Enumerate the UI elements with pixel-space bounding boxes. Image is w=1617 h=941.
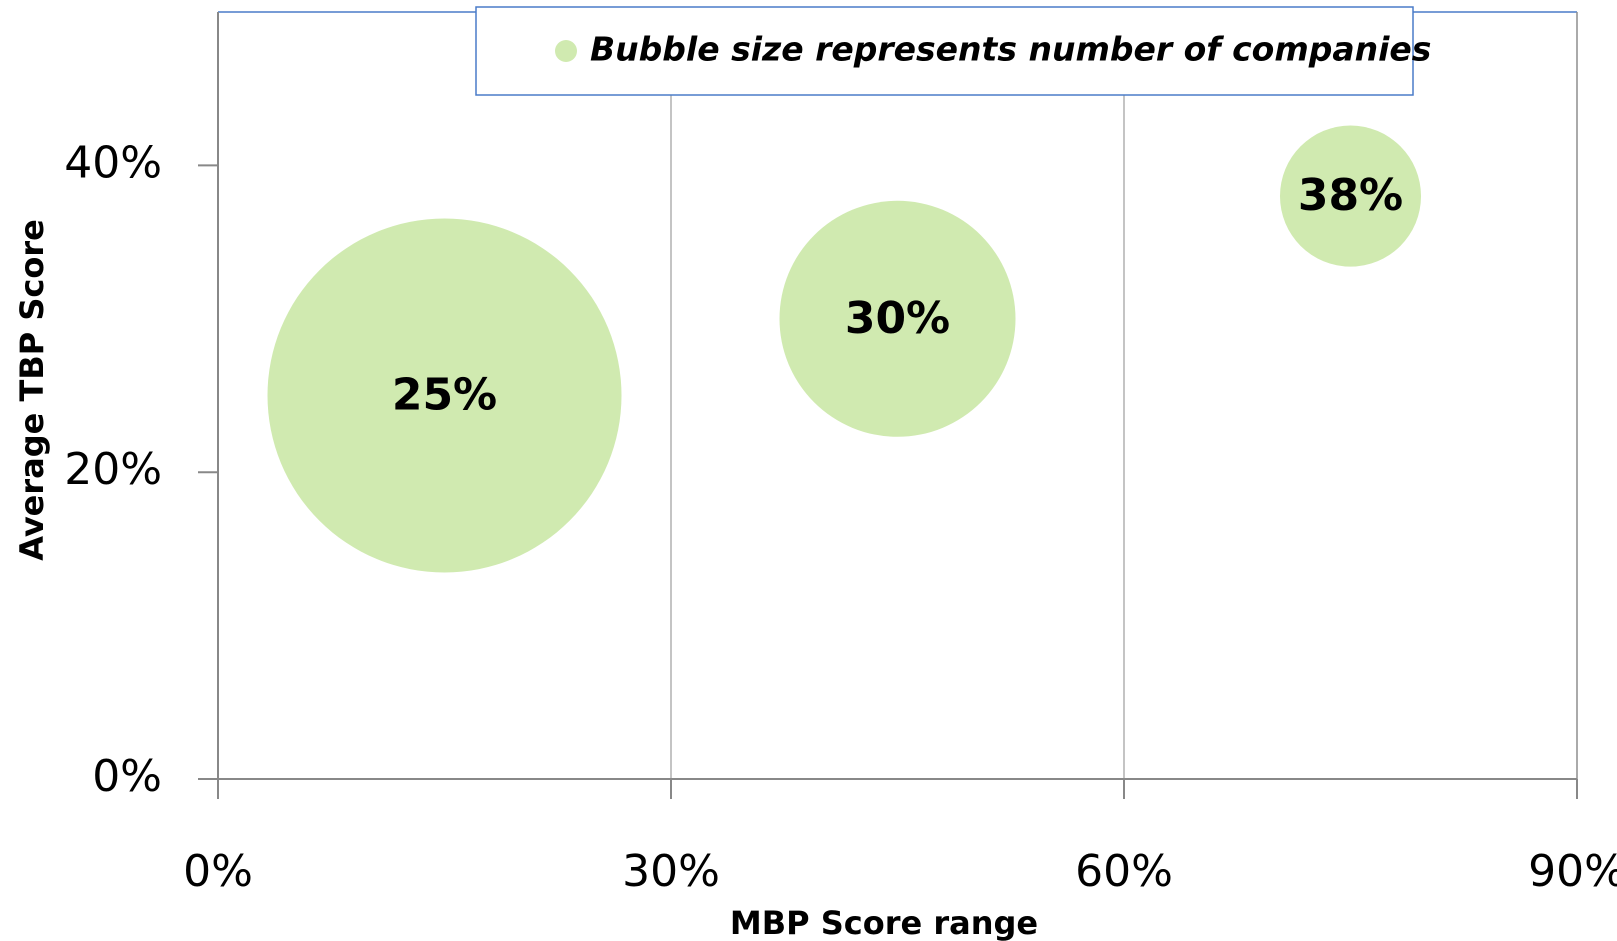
x-tick-label: 90% <box>1528 846 1617 897</box>
y-tick-label: 40% <box>64 137 162 188</box>
x-tick-label: 0% <box>183 846 253 897</box>
x-axis-title: MBP Score range <box>730 904 1038 941</box>
y-tick-label: 0% <box>92 751 162 802</box>
x-tick-label: 30% <box>622 846 720 897</box>
y-tick-label: 20% <box>64 444 162 495</box>
marks <box>217 12 1578 779</box>
y-axis-title: Average TBP Score <box>13 219 51 561</box>
data-label: 25% <box>392 370 497 421</box>
x-tick-label: 60% <box>1075 846 1173 897</box>
bubble <box>1279 125 1422 267</box>
bubble <box>267 218 622 573</box>
bubble <box>779 200 1016 437</box>
legend-text: Bubble size represents number of compani… <box>590 30 1431 69</box>
legend-marker <box>555 40 577 62</box>
data-label: 30% <box>845 293 950 344</box>
legend-box <box>475 6 1414 96</box>
data-label: 38% <box>1298 170 1403 221</box>
